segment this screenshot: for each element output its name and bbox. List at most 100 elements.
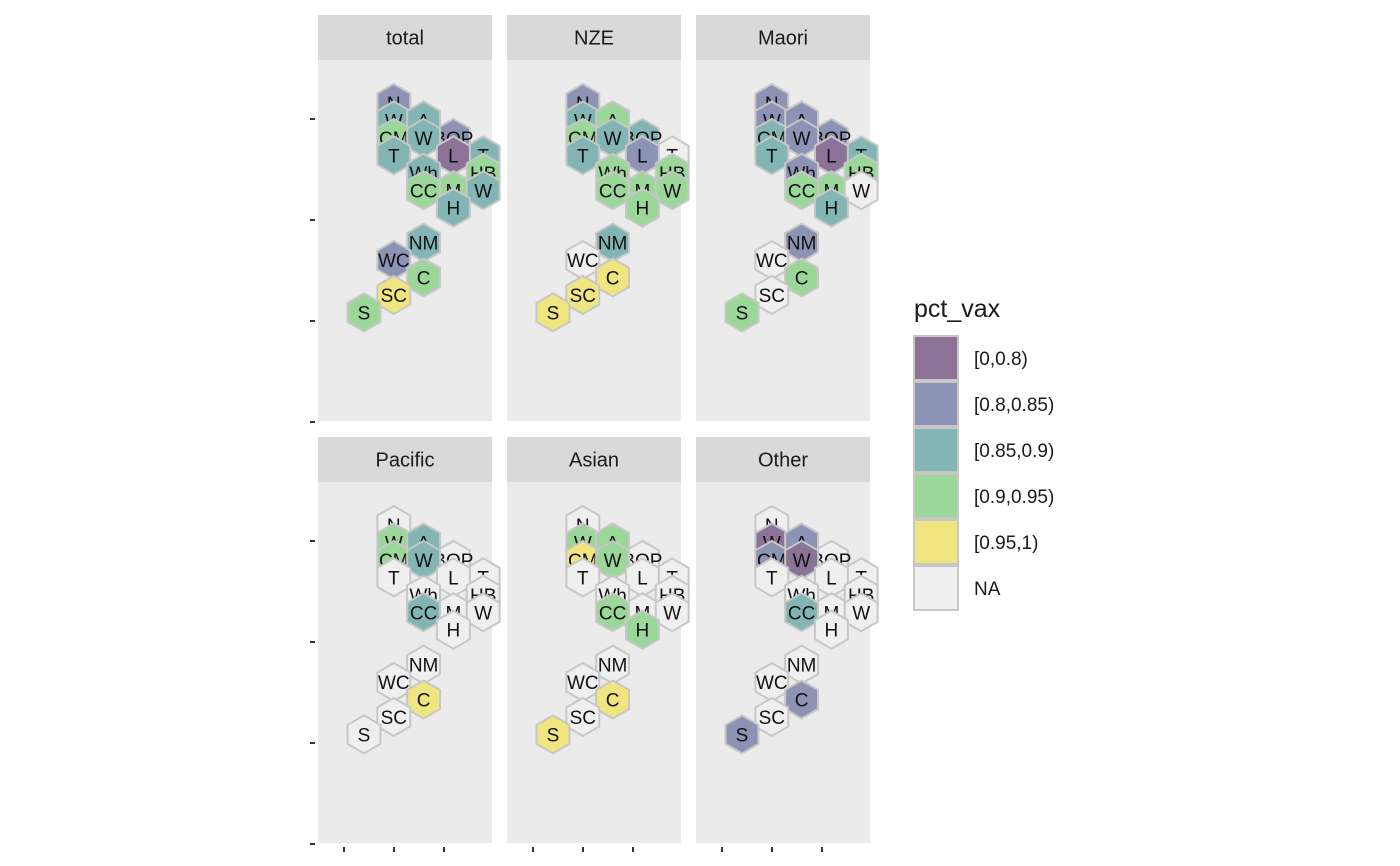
hex-capital-coast: CC [595,592,631,633]
hex-cell [843,592,879,633]
hex-label: C [795,269,809,290]
hex-label: T [577,146,589,167]
hex-cell [784,592,820,633]
hex-label: W [852,181,870,202]
hex-label: H [825,199,839,220]
hex-label: C [795,691,809,712]
hex-cell [624,187,660,228]
hex-label: NM [598,234,628,255]
legend-key [913,381,959,427]
hex-label: NM [409,656,439,677]
hex-waikato: W [595,117,631,159]
hex-lakes: L [624,557,660,598]
hex-label: CC [788,603,815,624]
hex-label: W [793,129,811,150]
hex-cell [724,292,760,333]
hex-label: NM [598,656,628,677]
hex-lakes: L [435,557,471,598]
hex-label: W [415,551,433,572]
hex-cell [784,257,820,298]
legend-label: NA [974,579,1001,600]
hex-cell [535,292,571,333]
hex-southern: S [346,292,382,333]
hex-canterbury: C [595,257,631,298]
hex-label: T [388,568,400,589]
hex-cell [535,714,571,755]
hex-southern: S [724,292,760,333]
facet-strip [696,15,870,60]
hex-west-coast: WC [376,239,412,281]
hex-nelson-marlborough: NM [595,644,631,685]
hex-label: S [736,303,749,324]
facet-strip [507,437,681,482]
hex-label: T [577,568,589,589]
hex-label: T [388,146,400,167]
hex-cell [813,187,849,228]
hex-cell [376,557,412,598]
hex-label: WC [378,673,410,694]
legend-key [913,565,959,611]
hex-canterbury: C [406,257,442,298]
hex-wairarapa: W [654,170,690,211]
hex-south-canterbury: SC [754,696,790,738]
hex-label: CC [599,181,626,202]
hex-south-canterbury: SC [565,274,601,316]
legend-label: [0.9,0.95) [974,487,1054,508]
hex-label: W [474,181,492,202]
hex-west-coast: WC [565,661,601,703]
hex-taranaki: T [754,557,790,598]
hex-west-coast: WC [565,239,601,281]
hex-cell [435,609,471,650]
legend-entry: [0.9,0.95) [913,473,1054,519]
hex-label: SC [759,708,785,729]
hex-label: NM [409,234,439,255]
hex-nelson-marlborough: NM [406,222,442,263]
hex-hutt: H [435,609,471,650]
legend: pct_vax [0,0.8) [0.8,0.85) [0.85,0.9) [0.9,0… [913,295,1054,611]
hex-cell [784,170,820,211]
hex-label: T [766,568,778,589]
hex-label: L [448,568,459,589]
hex-cell [565,557,601,598]
legend-title: pct_vax [914,295,1001,323]
hex-cell [654,592,690,633]
hex-label: WC [567,673,599,694]
hex-label: S [358,725,371,746]
hex-hutt: H [435,187,471,228]
hex-label: CC [410,181,437,202]
hex-cell [465,170,501,211]
facet-strip [318,15,492,60]
hex-cell [843,170,879,211]
legend-key [913,519,959,565]
hex-label: H [636,199,650,220]
hex-lakes: L [624,135,660,176]
hex-label: NM [787,656,817,677]
hex-label: S [547,725,560,746]
hex-lakes: L [813,557,849,598]
legend-key [913,427,959,473]
hex-cell [654,170,690,211]
hex-cell [565,135,601,176]
hex-wairarapa: W [465,170,501,211]
legend-label: [0.85,0.9) [974,441,1054,462]
hex-wairarapa: W [465,592,501,633]
hex-waikato: W [406,539,442,581]
hex-taranaki: T [754,135,790,176]
hex-label: SC [570,286,596,307]
hex-southern: S [535,714,571,755]
hex-waikato: W [406,117,442,159]
legend-entry: [0.8,0.85) [913,381,1054,427]
hex-canterbury: C [406,679,442,720]
hex-taranaki: T [376,557,412,598]
hex-nelson-marlborough: NM [406,644,442,685]
hex-cell [406,170,442,211]
hex-cell [346,292,382,333]
hex-label: T [766,146,778,167]
facet-strip-label: total [386,28,424,50]
hex-nelson-marlborough: NM [784,644,820,685]
hex-cell [406,592,442,633]
hex-west-coast: WC [754,661,790,703]
hex-cell [376,696,412,738]
hex-label: L [448,146,459,167]
hex-taranaki: T [565,135,601,176]
